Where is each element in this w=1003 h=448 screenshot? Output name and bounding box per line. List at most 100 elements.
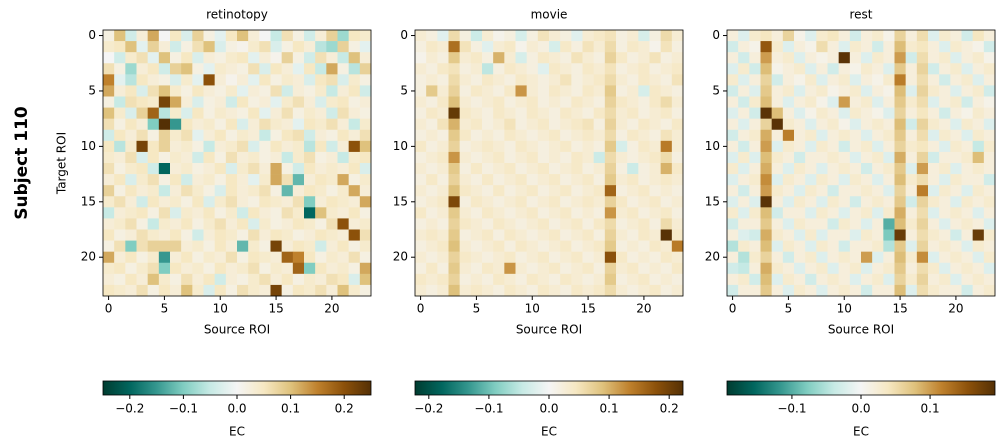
- heatmap-cell: [627, 207, 639, 219]
- heatmap-cell: [738, 207, 750, 219]
- heatmap-cell: [905, 118, 918, 131]
- heatmap-cell: [181, 218, 193, 230]
- colorbar-tick-label: 0.1: [281, 402, 300, 416]
- heatmap-cell: [916, 96, 929, 108]
- heatmap-cell: [649, 74, 661, 86]
- heatmap-cell: [939, 240, 951, 252]
- heatmap-cell: [961, 129, 973, 142]
- heatmap-cell: [270, 196, 282, 208]
- heatmap-cell: [961, 273, 973, 286]
- heatmap-cell: [337, 174, 349, 186]
- heatmap-cell: [281, 284, 294, 297]
- heatmap-cell: [147, 218, 160, 230]
- heatmap-cell: [359, 96, 372, 108]
- heatmap-cell: [760, 118, 772, 131]
- heatmap-cell: [158, 273, 171, 286]
- heatmap-cell: [928, 96, 940, 108]
- heatmap-cell: [660, 41, 673, 53]
- plot-frame: [726, 29, 996, 297]
- colorbar-tick-label: 0.1: [921, 402, 940, 416]
- heatmap-cell: [114, 74, 126, 86]
- heatmap-cell: [794, 140, 806, 153]
- heatmap-cell: [337, 52, 349, 64]
- heatmap-cell: [304, 96, 316, 108]
- heatmap-cell: [916, 129, 929, 142]
- heatmap-cell: [627, 129, 639, 142]
- heatmap-cell: [259, 229, 271, 241]
- heatmap-cell: [760, 174, 772, 186]
- heatmap-cell: [950, 107, 962, 119]
- heatmap-cell: [170, 207, 182, 219]
- heatmap-cell: [616, 251, 628, 264]
- heatmap-cell: [359, 174, 372, 186]
- heatmap-cell: [849, 273, 862, 286]
- heatmap-cell: [147, 174, 160, 186]
- heatmap-cell: [125, 251, 137, 264]
- heatmap-cell: [326, 273, 338, 286]
- heatmap-cell: [738, 229, 750, 241]
- heatmap-cell: [270, 251, 282, 264]
- heatmap-cell: [760, 240, 772, 252]
- x-tick-label: 15: [892, 302, 907, 316]
- heatmap-cell: [103, 63, 115, 75]
- heatmap-cell: [816, 74, 828, 86]
- heatmap-cell: [136, 63, 148, 75]
- heatmap-cell: [482, 41, 494, 53]
- heatmap-cell: [170, 107, 182, 119]
- heatmap-cell: [248, 151, 260, 164]
- heatmap-cell: [326, 262, 338, 275]
- heatmap-cell: [459, 240, 472, 252]
- heatmap-cell: [916, 262, 929, 275]
- heatmap-cell: [872, 63, 884, 75]
- heatmap-cell: [158, 218, 171, 230]
- heatmap-cell: [448, 240, 460, 252]
- heatmap-cell: [292, 262, 305, 275]
- heatmap-cell: [727, 96, 739, 108]
- heatmap-cell: [292, 163, 305, 175]
- heatmap-cell: [192, 174, 204, 186]
- heatmap-cell: [259, 107, 271, 119]
- heatmap-cell: [237, 74, 249, 86]
- heatmap-cell: [571, 107, 583, 119]
- heatmap-cell: [905, 96, 918, 108]
- heatmap-cell: [292, 41, 305, 53]
- heatmap-cell: [972, 30, 985, 42]
- heatmap-cell: [627, 229, 639, 241]
- heatmap-cell: [571, 52, 583, 64]
- heatmap-cell: [315, 74, 327, 86]
- heatmap-cell: [337, 262, 349, 275]
- heatmap-cell: [582, 262, 594, 275]
- heatmap-cell: [883, 41, 895, 53]
- heatmap-cell: [415, 251, 427, 264]
- heatmap-cell: [593, 284, 606, 297]
- heatmap-cell: [326, 163, 338, 175]
- heatmap-cell: [883, 151, 895, 164]
- heatmap-cell: [237, 185, 249, 197]
- heatmap-cell: [259, 129, 271, 142]
- colorbar-tick-label: 0.2: [660, 402, 679, 416]
- heatmap-cell: [359, 52, 372, 64]
- x-tick-label: 5: [473, 302, 481, 316]
- heatmap-cell: [259, 196, 271, 208]
- heatmap-cell: [326, 63, 338, 75]
- heatmap-cell: [549, 118, 561, 131]
- heatmap-cell: [560, 129, 572, 142]
- heatmap-cell: [849, 140, 862, 153]
- heatmap-cell: [493, 30, 505, 42]
- heatmap-cell: [916, 196, 929, 208]
- heatmap-cell: [426, 129, 438, 142]
- heatmap-cell: [560, 218, 572, 230]
- heatmap-cell: [616, 85, 628, 97]
- heatmap-cell: [448, 30, 460, 42]
- heatmap-cell: [504, 240, 516, 252]
- heatmap-cell: [470, 240, 483, 252]
- heatmap-cell: [304, 218, 316, 230]
- heatmap-cell: [426, 63, 438, 75]
- heatmap-cell: [950, 273, 962, 286]
- heatmap-cell: [415, 284, 427, 297]
- heatmap-cell: [794, 163, 806, 175]
- heatmap-cell: [437, 140, 449, 153]
- heatmap-cell: [359, 63, 372, 75]
- heatmap-cell: [582, 196, 594, 208]
- heatmap-cell: [158, 262, 171, 275]
